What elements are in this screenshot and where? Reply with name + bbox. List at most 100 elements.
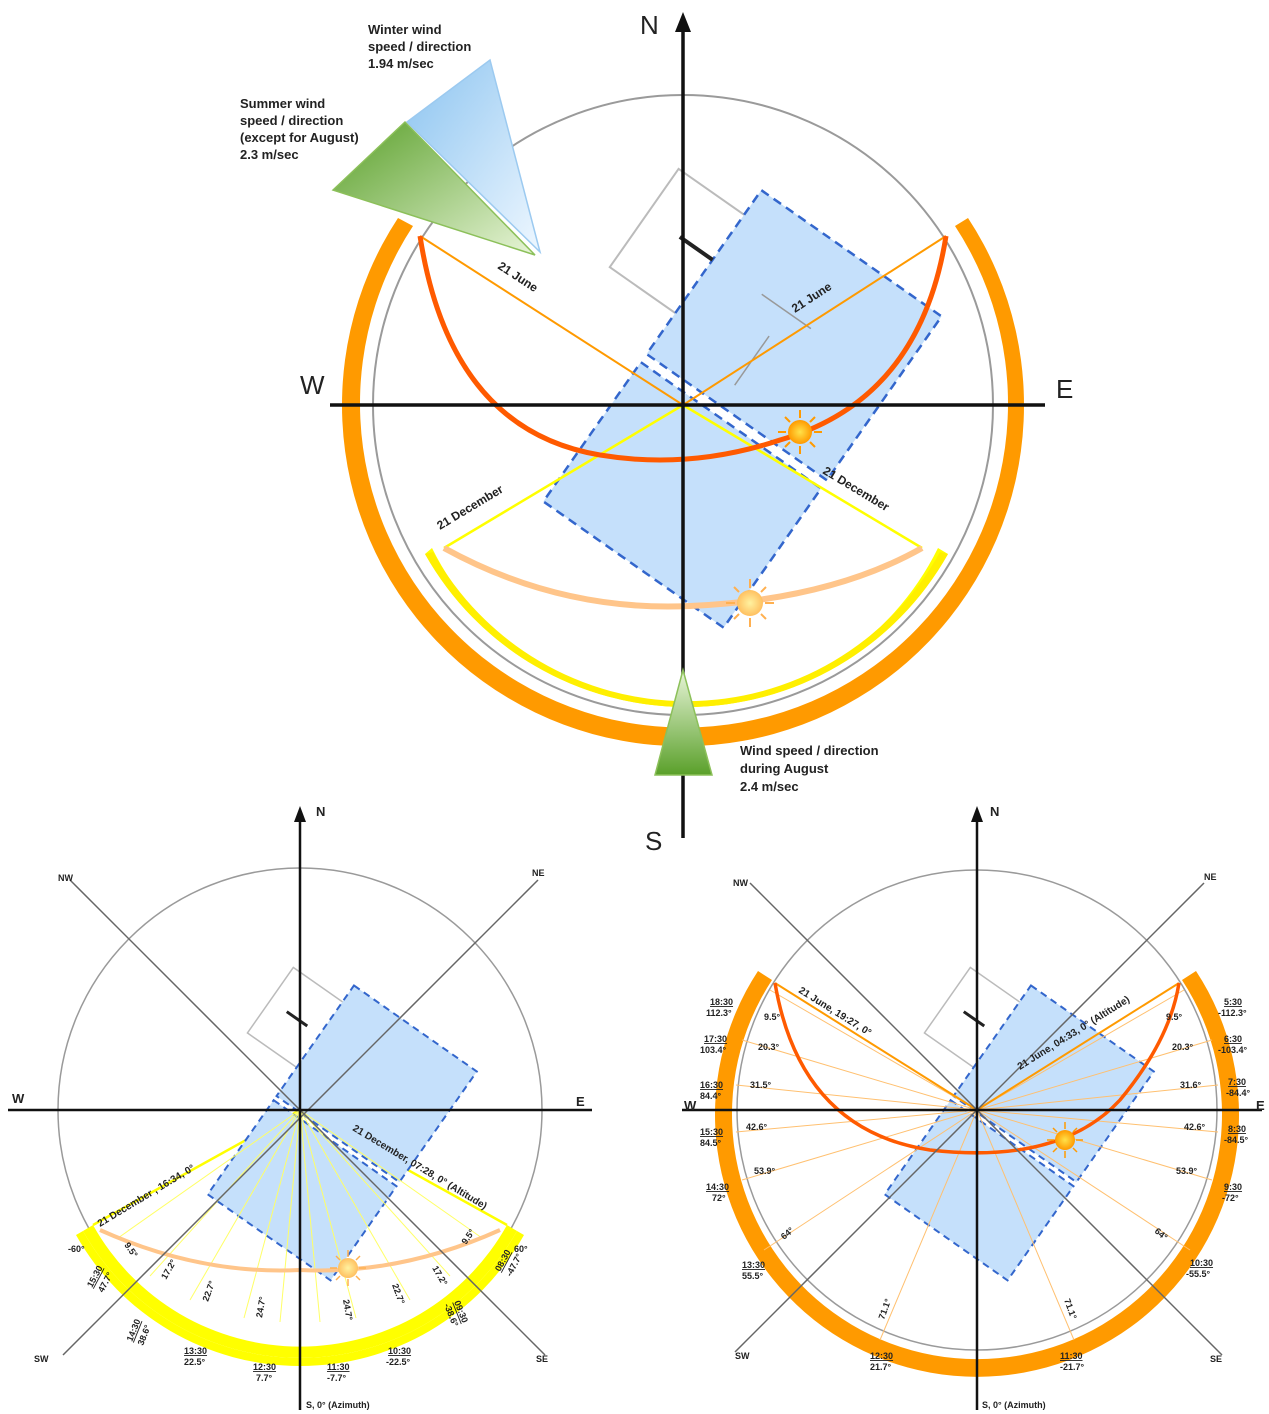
summer-az-left-3: 84.5° xyxy=(700,1138,722,1148)
summer-time-right-6: 11:30 xyxy=(1060,1351,1083,1361)
summer-alt-right-3: 42.6° xyxy=(1184,1122,1206,1132)
summer-wind-note: Summer wind speed / direction (except fo… xyxy=(240,96,359,162)
label-south: S xyxy=(645,826,662,856)
summer-az-right-0: -112.3° xyxy=(1218,1008,1247,1018)
winter-sun-band xyxy=(83,1225,517,1358)
winter-south-label: S, 0° (Azimuth) xyxy=(306,1400,370,1410)
summer-az-left-0: 112.3° xyxy=(706,1008,732,1018)
summer-wind-line-3: (except for August) xyxy=(240,130,359,145)
dec-sunset-ray xyxy=(443,403,684,550)
winter-time-left-2: 13:30 xyxy=(184,1346,207,1356)
summer-alt-right-5: 64° xyxy=(1153,1226,1170,1243)
winter-label-ne: NE xyxy=(532,868,545,878)
winter-north-arrow xyxy=(294,806,306,822)
winter-right-az: 60° xyxy=(514,1244,528,1254)
summer-label-west: W xyxy=(684,1098,697,1113)
winter-alt-3: 24.7° xyxy=(254,1295,268,1318)
summer-alt-left-1: 20.3° xyxy=(758,1042,780,1052)
winter-wind-line-1: Winter wind xyxy=(368,22,442,37)
summer-time-left-1: 17:30 xyxy=(704,1034,727,1044)
building-footprint xyxy=(541,167,944,630)
summer-hour-rays xyxy=(735,989,1219,1341)
august-wind-line-1: Wind speed / direction xyxy=(740,743,879,758)
summer-az-left-2: 84.4° xyxy=(700,1091,722,1101)
winter-label-se: SE xyxy=(536,1354,548,1364)
winter-wind-cone xyxy=(405,58,542,255)
summer-label-sw: SW xyxy=(735,1351,750,1361)
summer-time-labels-right: 5:30 -112.3° 6:30 -103.4° 7:30 -84.4° 8:… xyxy=(1060,997,1251,1372)
winter-az-left-2: 22.5° xyxy=(184,1357,206,1367)
summer-az-left-6: 21.7° xyxy=(870,1362,892,1372)
summer-time-left-5: 13:30 xyxy=(742,1260,765,1270)
summer-alt-right-1: 20.3° xyxy=(1172,1042,1194,1052)
winter-sun-path-diagram: N W E NW NE SW SE S, 0° (Azimuth) 21 Dec… xyxy=(8,804,592,1410)
winter-wind-line-3: 1.94 m/sec xyxy=(368,56,434,71)
sun-icon xyxy=(778,410,822,454)
summer-time-left-2: 16:30 xyxy=(700,1080,723,1090)
summer-alt-left-6: 71.1° xyxy=(876,1297,893,1321)
summer-label-ne: NE xyxy=(1204,872,1217,882)
december-label-left: 21 December xyxy=(434,482,506,533)
summer-az-right-4: -72° xyxy=(1222,1193,1239,1203)
summer-wind-line-1: Summer wind xyxy=(240,96,325,111)
summer-sun-path-diagram: N W E NW NE SW SE S, 0° (Azimuth) 21 Jun… xyxy=(682,804,1265,1410)
summer-time-right-4: 9:30 xyxy=(1224,1182,1242,1192)
winter-alt-4: 24.7° xyxy=(341,1299,355,1322)
summer-wind-cone xyxy=(331,120,536,256)
summer-az-right-1: -103.4° xyxy=(1218,1045,1248,1055)
summer-altitude-labels-left: 9.5° 20.3° 31.5° 42.6° 53.9° 64° 71.1° xyxy=(746,1012,893,1321)
summer-time-right-2: 7:30 xyxy=(1228,1077,1246,1087)
summer-time-labels-left: 18:30 112.3° 17:30 103.4° 16:30 84.4° 15… xyxy=(700,997,893,1372)
winter-alt-1: 17.2° xyxy=(159,1257,178,1281)
august-wind-cone xyxy=(654,667,713,776)
june-sunrise-ray xyxy=(682,235,947,406)
summer-wind-line-4: 2.3 m/sec xyxy=(240,147,299,162)
summer-label-se: SE xyxy=(1210,1354,1222,1364)
summer-alt-left-4: 53.9° xyxy=(754,1166,776,1176)
summer-alt-left-0: 9.5° xyxy=(764,1012,781,1022)
summer-alt-right-2: 31.6° xyxy=(1180,1080,1202,1090)
winter-wind-line-2: speed / direction xyxy=(368,39,471,54)
label-north: N xyxy=(640,10,659,40)
summer-time-right-5: 10:30 xyxy=(1190,1258,1213,1268)
summer-altitude-labels-right: 9.5° 20.3° 31.6° 42.6° 53.9° 64° 71.1° xyxy=(1062,1012,1205,1321)
summer-time-left-6: 12:30 xyxy=(870,1351,893,1361)
summer-az-right-2: -84.4° xyxy=(1226,1088,1251,1098)
winter-alt-7: 9.5° xyxy=(459,1227,477,1246)
main-site-diagram: N S W E Winter wind speed / direction 1.… xyxy=(240,10,1073,856)
summer-az-left-4: 72° xyxy=(712,1193,726,1203)
summer-time-left-0: 18:30 xyxy=(710,997,733,1007)
winter-label-west: W xyxy=(12,1091,25,1106)
summer-time-right-0: 5:30 xyxy=(1224,997,1242,1007)
summer-label-north: N xyxy=(990,804,999,819)
winter-time-right-1: 10:30 xyxy=(388,1346,411,1356)
winter-building xyxy=(206,966,479,1282)
summer-time-left-3: 15:30 xyxy=(700,1127,723,1137)
north-arrow xyxy=(675,12,691,32)
summer-nw-se-line xyxy=(749,882,1223,1356)
summer-south-label: S, 0° (Azimuth) xyxy=(982,1400,1046,1410)
summer-sun-icon xyxy=(1047,1122,1083,1158)
winter-left-az: -60° xyxy=(68,1244,85,1254)
june-sunset-ray xyxy=(419,235,684,406)
summer-sunrise-ray xyxy=(976,982,1180,1111)
summer-wind-line-2: speed / direction xyxy=(240,113,343,128)
label-west: W xyxy=(300,370,325,400)
summer-az-left-5: 55.5° xyxy=(742,1271,764,1281)
winter-az-right-1: -22.5° xyxy=(386,1357,411,1367)
winter-nw-se-line xyxy=(69,879,546,1356)
winter-alt-5: 22.7° xyxy=(390,1282,407,1306)
winter-alt-6: 17.2° xyxy=(430,1264,449,1288)
winter-az-right-0: -7.7° xyxy=(327,1373,347,1383)
august-wind-line-2: during August xyxy=(740,761,829,776)
summer-ne-sw-line xyxy=(734,882,1205,1353)
summer-building xyxy=(883,966,1156,1282)
december-sun-path xyxy=(442,545,924,610)
august-wind-note: Wind speed / direction during August 2.4… xyxy=(740,743,879,794)
summer-label-nw: NW xyxy=(733,878,748,888)
dec-sunrise-ray xyxy=(682,403,923,550)
summer-sun-path-curve xyxy=(773,982,1181,1155)
winter-label-north: N xyxy=(316,804,325,819)
winter-az-left-3: 7.7° xyxy=(256,1373,273,1383)
sun-icon-winter xyxy=(726,579,774,627)
